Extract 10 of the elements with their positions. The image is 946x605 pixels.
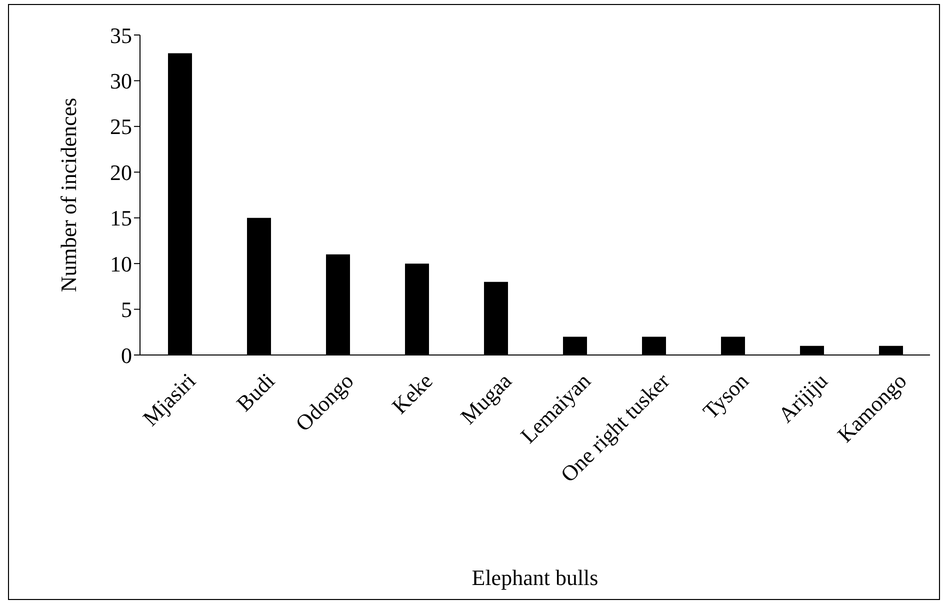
y-tick-label: 15 [110, 206, 132, 231]
y-axis-title: Number of incidences [56, 98, 81, 292]
y-tick-label: 0 [121, 342, 132, 368]
y-tick-label: 20 [110, 160, 132, 185]
y-tick-label: 25 [110, 114, 132, 140]
x-axis-title: Elephant bulls [472, 565, 598, 590]
y-tick-label: 10 [110, 251, 132, 276]
y-tick-label: 35 [110, 22, 132, 48]
y-tick-label: 30 [110, 68, 132, 94]
y-tick-label: 5 [121, 297, 132, 322]
